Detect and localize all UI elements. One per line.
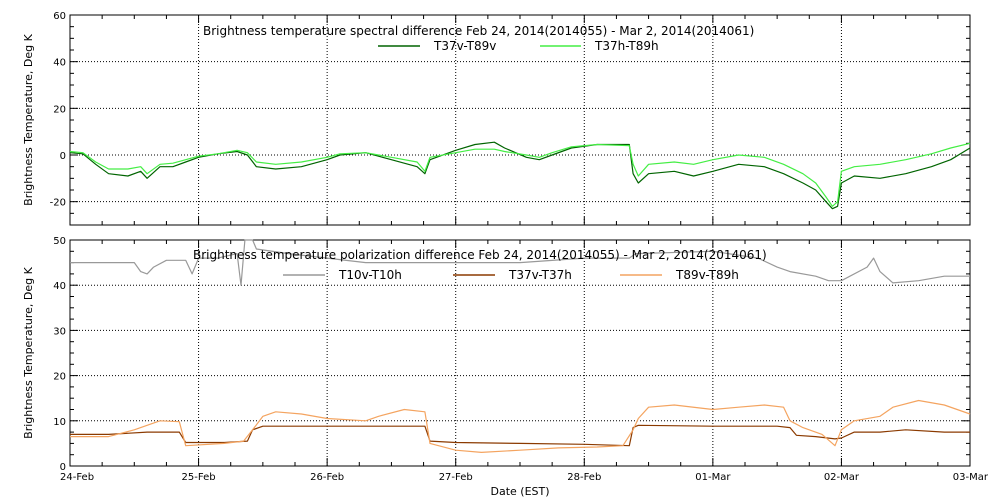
x-tick-label: 25-Feb	[182, 472, 216, 483]
plot-frame-1	[69, 14, 971, 226]
y-axis-label: Brightness Temperature, Deg K	[22, 266, 35, 438]
legend-label: T37h-T89h	[594, 39, 659, 53]
legend-label: T89v-T89h	[675, 268, 739, 282]
chart-title-1: Brightness temperature spectral differen…	[203, 24, 754, 38]
x-tick-label: 03-Mar	[953, 472, 989, 483]
legend-label: T37v-T89v	[433, 39, 496, 53]
y-tick-label: 50	[53, 236, 66, 247]
y-tick-label: 40	[53, 58, 66, 69]
x-tick-label: 01-Mar	[695, 472, 731, 483]
y-tick-label: 10	[53, 417, 66, 428]
y-tick-label: 0	[60, 462, 66, 473]
series-line-t37v-t37h	[70, 424, 970, 447]
y-tick-label: 0	[60, 151, 66, 162]
y-tick-label: 40	[53, 281, 66, 292]
legend-label: T37v-T37h	[508, 268, 572, 282]
y-tick-label: 60	[53, 11, 66, 22]
x-tick-label: 27-Feb	[439, 472, 473, 483]
x-axis-label: Date (EST)	[490, 485, 549, 498]
series-line-t10v-t10h	[70, 239, 970, 286]
legend-label: T10v-T10h	[338, 268, 402, 282]
x-tick-label: 24-Feb	[60, 472, 94, 483]
y-tick-label: 30	[53, 326, 66, 337]
y-tick-label: 20	[53, 104, 66, 115]
series-line-t37h-t89h	[69, 142, 971, 207]
x-tick-label: 26-Feb	[310, 472, 344, 483]
series-line-t89v-t89h	[70, 399, 971, 453]
y-tick-label: 20	[53, 372, 66, 383]
series-line-t37v-t89v	[69, 141, 971, 210]
chart-title-2: Brightness temperature polarization diff…	[193, 248, 767, 262]
y-tick-label: -20	[50, 198, 66, 209]
y-axis-label: Brightness Temperature, Deg K	[22, 33, 35, 205]
x-tick-label: 28-Feb	[567, 472, 601, 483]
x-tick-label: 02-Mar	[824, 472, 860, 483]
